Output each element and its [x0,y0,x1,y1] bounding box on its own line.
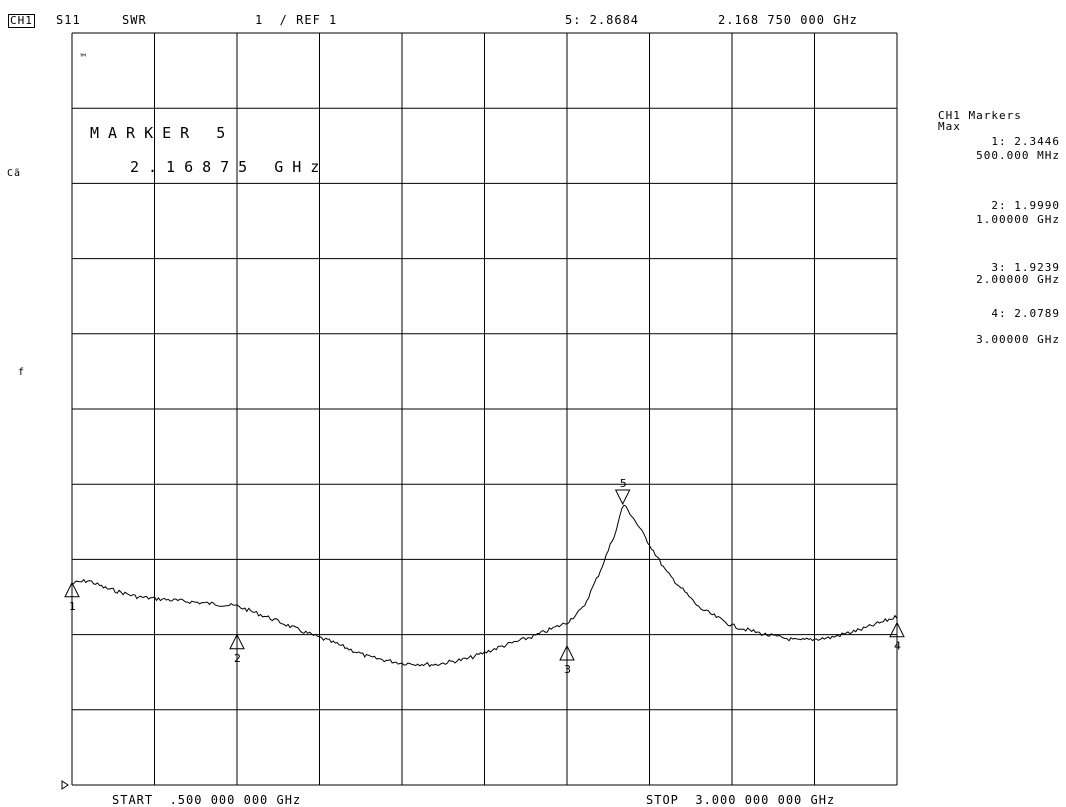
marker-panel: CH1 Markers Max [938,110,1060,132]
marker-panel-title: CH1 Markers [938,109,1022,122]
marker-frequency: 2.16875 GHz [130,158,329,176]
reference-arrow-icon [61,780,69,790]
marker-title: MARKER 5 [90,124,235,142]
start-frequency: START .500 000 000 GHz [112,793,302,807]
stop-frequency: STOP 3.000 000 000 GHz [646,793,836,807]
marker-panel-subtitle: Max [938,120,961,133]
marker-4-label: 4 [894,640,901,653]
marker-1-frequency: 500.000 MHz [976,149,1060,162]
left-flag-cal: Cã [7,168,22,179]
marker-4-triangle [889,621,905,638]
swr-trace-line [71,504,898,668]
scale-label: 1 / REF 1 [255,13,338,27]
channel-indicator[interactable]: CH1 [8,14,35,28]
marker-3-label: 3 [564,663,571,676]
marker-1-value: 1: 2.3446 [991,135,1060,148]
marker-2-label: 2 [234,652,241,665]
marker-2-frequency: 1.00000 GHz [976,213,1060,226]
marker-1-label: 1 [69,600,76,613]
format-label: SWR [122,13,147,27]
active-marker-value: 5: 2.8684 [565,13,640,27]
marker-4-frequency: 3.00000 GHz [976,333,1060,346]
left-flag-f: f [18,367,26,378]
marker-2-value: 2: 1.9990 [991,199,1060,212]
marker-3-value: 3: 1.9239 [991,261,1060,274]
marker-5-triangle [614,489,631,506]
marker-3-frequency: 2.00000 GHz [976,273,1060,286]
marker-4-value: 4: 2.0789 [991,307,1060,320]
parameter-label: S11 [56,13,81,27]
marker-5-label: 5 [620,477,627,490]
active-marker-frequency: 2.168 750 000 GHz [718,13,858,27]
corner-mark: ™ [80,53,88,64]
marker-3-triangle [559,644,575,661]
marker-1-triangle [64,581,80,598]
marker-2-triangle [229,633,245,650]
